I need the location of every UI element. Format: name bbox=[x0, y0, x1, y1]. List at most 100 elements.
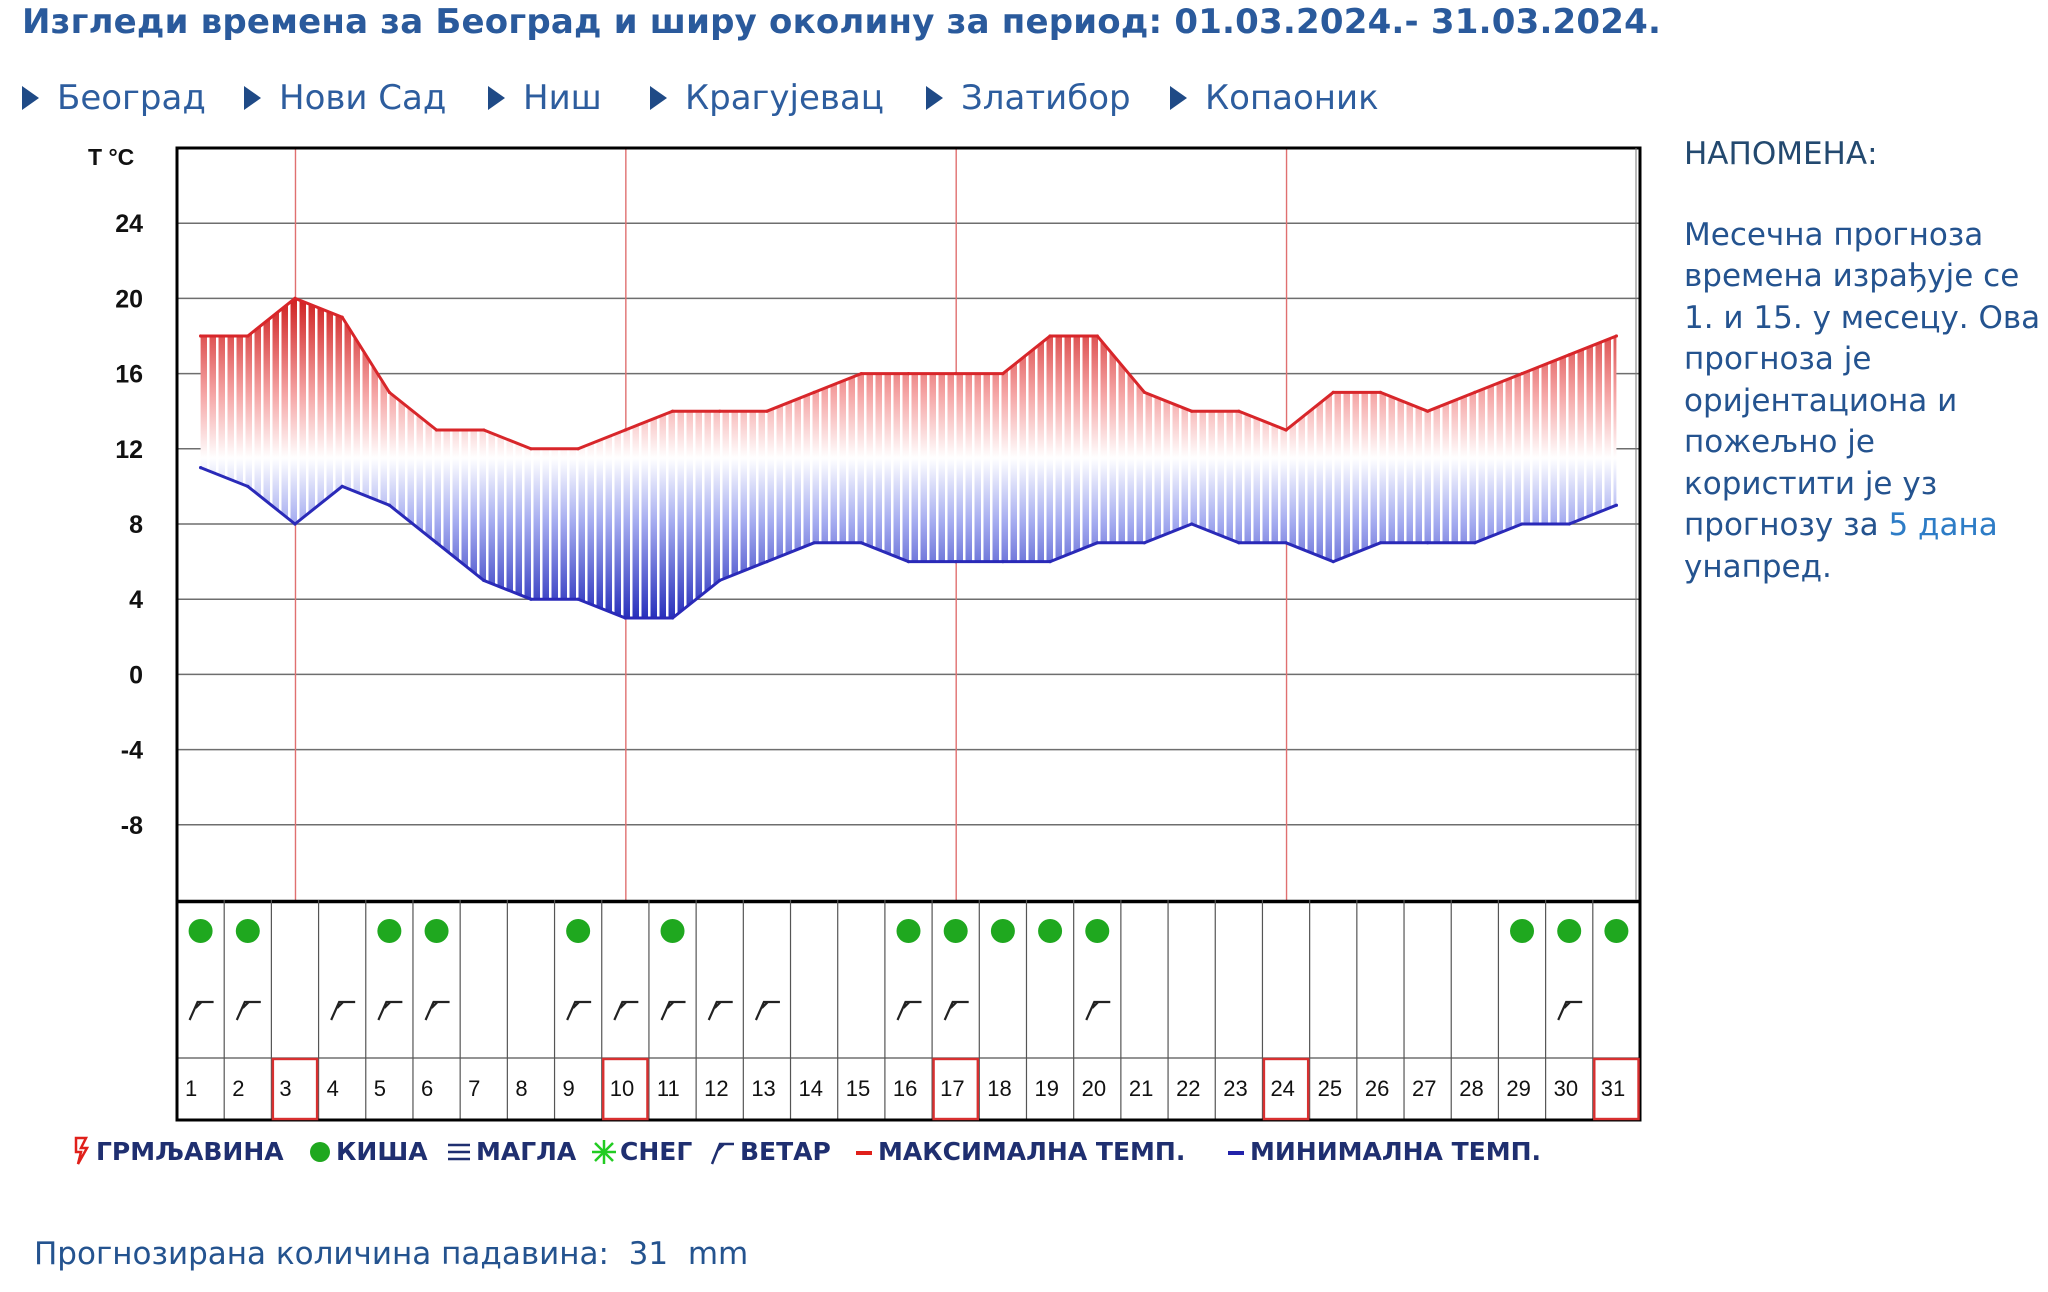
max-temp-point bbox=[1331, 390, 1335, 394]
min-temp-point bbox=[387, 503, 391, 507]
min-temp-point bbox=[198, 466, 203, 470]
nav-link-nis[interactable]: Ниш bbox=[488, 78, 602, 118]
min-temp-point bbox=[1567, 522, 1571, 526]
min-temp-point bbox=[623, 616, 627, 620]
day-tick-label: 28 bbox=[1459, 1076, 1483, 1101]
day-tick-label: 4 bbox=[327, 1076, 339, 1101]
rain-dot-icon bbox=[235, 919, 260, 943]
max-temp-point bbox=[906, 372, 911, 376]
day-tick-label: 31 bbox=[1601, 1076, 1625, 1101]
sunday-box bbox=[271, 1057, 319, 1121]
day-tick-label: 19 bbox=[1034, 1076, 1058, 1101]
legend-thunder: ГРМЉАВИНА bbox=[72, 1136, 284, 1166]
min-temp-point bbox=[906, 560, 911, 564]
wind-icon bbox=[188, 1000, 214, 1021]
day-tick-label: 18 bbox=[987, 1076, 1011, 1101]
wind-icon bbox=[613, 1000, 639, 1021]
nav-link-label[interactable]: Ниш bbox=[523, 78, 602, 118]
nav-link-zlatibor[interactable]: Златибор bbox=[926, 78, 1131, 118]
wind-icon bbox=[660, 1000, 686, 1021]
rain-dot-icon bbox=[660, 919, 685, 943]
chevron-right-icon bbox=[1170, 86, 1187, 110]
day-tick-label: 10 bbox=[610, 1076, 634, 1101]
rain-dot-icon bbox=[1085, 919, 1110, 943]
min-temp-point bbox=[1614, 503, 1619, 507]
nav-link-label[interactable]: Копаоник bbox=[1205, 78, 1379, 118]
legend-label: ВЕТАР bbox=[740, 1136, 831, 1166]
red-line-icon bbox=[856, 1151, 872, 1155]
legend-fog: МАГЛА bbox=[446, 1136, 576, 1166]
max-temp-point bbox=[670, 409, 675, 413]
day-tick-label: 5 bbox=[374, 1076, 386, 1101]
wind-icon bbox=[896, 1000, 922, 1021]
day-tick-label: 21 bbox=[1129, 1076, 1153, 1101]
legend-label: МИНИМАЛНА ТЕМП. bbox=[1250, 1136, 1542, 1166]
temperature-band bbox=[200, 298, 1617, 618]
rain-dot-icon bbox=[1510, 919, 1535, 943]
nav-link-novi-sad[interactable]: Нови Сад bbox=[244, 78, 446, 118]
temperature-range-hatching bbox=[200, 298, 1617, 618]
max-temp-point bbox=[293, 296, 297, 300]
min-temp-point bbox=[434, 541, 439, 545]
nav-link-kragujevac[interactable]: Крагујевац bbox=[650, 78, 884, 118]
nav-link-label[interactable]: Београд bbox=[57, 78, 206, 118]
max-temp-point bbox=[1095, 334, 1099, 338]
min-temp-point bbox=[293, 522, 297, 526]
min-temp-point bbox=[954, 560, 958, 564]
rain-dot-icon bbox=[1604, 919, 1629, 943]
wind-icon bbox=[424, 1000, 450, 1021]
day-tick-label: 22 bbox=[1176, 1076, 1200, 1101]
chevron-right-icon bbox=[926, 86, 943, 110]
legend-wind: ВЕТАР bbox=[710, 1136, 831, 1166]
wind-icon bbox=[330, 1000, 356, 1021]
day-tick-label: 13 bbox=[751, 1076, 775, 1101]
day-tick-label: 15 bbox=[846, 1076, 870, 1101]
day-tick-label: 27 bbox=[1412, 1076, 1436, 1101]
chevron-right-icon bbox=[22, 86, 39, 110]
y-tick-label: 16 bbox=[115, 361, 143, 389]
legend-max-temp: МАКСИМАЛНА ТЕМП. bbox=[854, 1136, 1185, 1166]
nav-link-label[interactable]: Крагујевац bbox=[685, 78, 884, 118]
legend-label: МАГЛА bbox=[476, 1136, 577, 1166]
sunday-box bbox=[1593, 1057, 1640, 1121]
min-temp-point bbox=[1284, 541, 1288, 545]
nav-link-label[interactable]: Нови Сад bbox=[279, 78, 447, 118]
max-temp-point bbox=[859, 372, 863, 376]
day-tick-label: 6 bbox=[421, 1076, 433, 1101]
legend-min-temp: МИНИМАЛНА ТЕМП. bbox=[1226, 1136, 1541, 1166]
sunday-box bbox=[932, 1057, 979, 1121]
min-temp-point bbox=[529, 597, 533, 601]
max-temp-point bbox=[529, 447, 533, 451]
nav-link-label[interactable]: Златибор bbox=[961, 78, 1131, 118]
rain-dot-icon bbox=[188, 919, 213, 943]
wind-icon bbox=[943, 1000, 969, 1021]
temperature-lines bbox=[198, 296, 1619, 620]
legend-label: КИША bbox=[336, 1136, 428, 1166]
day-tick-label: 9 bbox=[563, 1076, 575, 1101]
min-temp-point bbox=[1190, 522, 1194, 526]
y-tick-label: 0 bbox=[129, 661, 143, 689]
legend-snow: СНЕГ bbox=[592, 1136, 692, 1166]
min-temp-point bbox=[1331, 560, 1335, 564]
min-temp-point bbox=[1095, 541, 1099, 545]
y-tick-label: -4 bbox=[121, 737, 143, 765]
max-temp-point bbox=[387, 390, 391, 394]
max-temp-point bbox=[198, 334, 203, 338]
min-temp-point bbox=[576, 597, 580, 601]
max-temp-point bbox=[1378, 390, 1383, 394]
min-temp-point bbox=[812, 541, 816, 545]
legend-label: СНЕГ bbox=[620, 1136, 693, 1166]
rain-dot-icon bbox=[566, 919, 591, 943]
plot-frame bbox=[175, 146, 1642, 1122]
max-temp-point bbox=[1190, 409, 1194, 413]
max-temp-point bbox=[765, 409, 769, 413]
min-temp-point bbox=[482, 578, 486, 582]
min-temp-point bbox=[670, 616, 675, 620]
nav-link-kopaonik[interactable]: Копаоник bbox=[1170, 78, 1379, 118]
max-temp-point bbox=[246, 334, 250, 338]
day-tick-label: 30 bbox=[1554, 1076, 1578, 1101]
five-day-forecast-link[interactable]: 5 дана bbox=[1888, 507, 1998, 543]
thunder-icon bbox=[74, 1136, 90, 1165]
weather-icons bbox=[188, 919, 1629, 1021]
nav-link-beograd[interactable]: Београд bbox=[22, 78, 206, 118]
